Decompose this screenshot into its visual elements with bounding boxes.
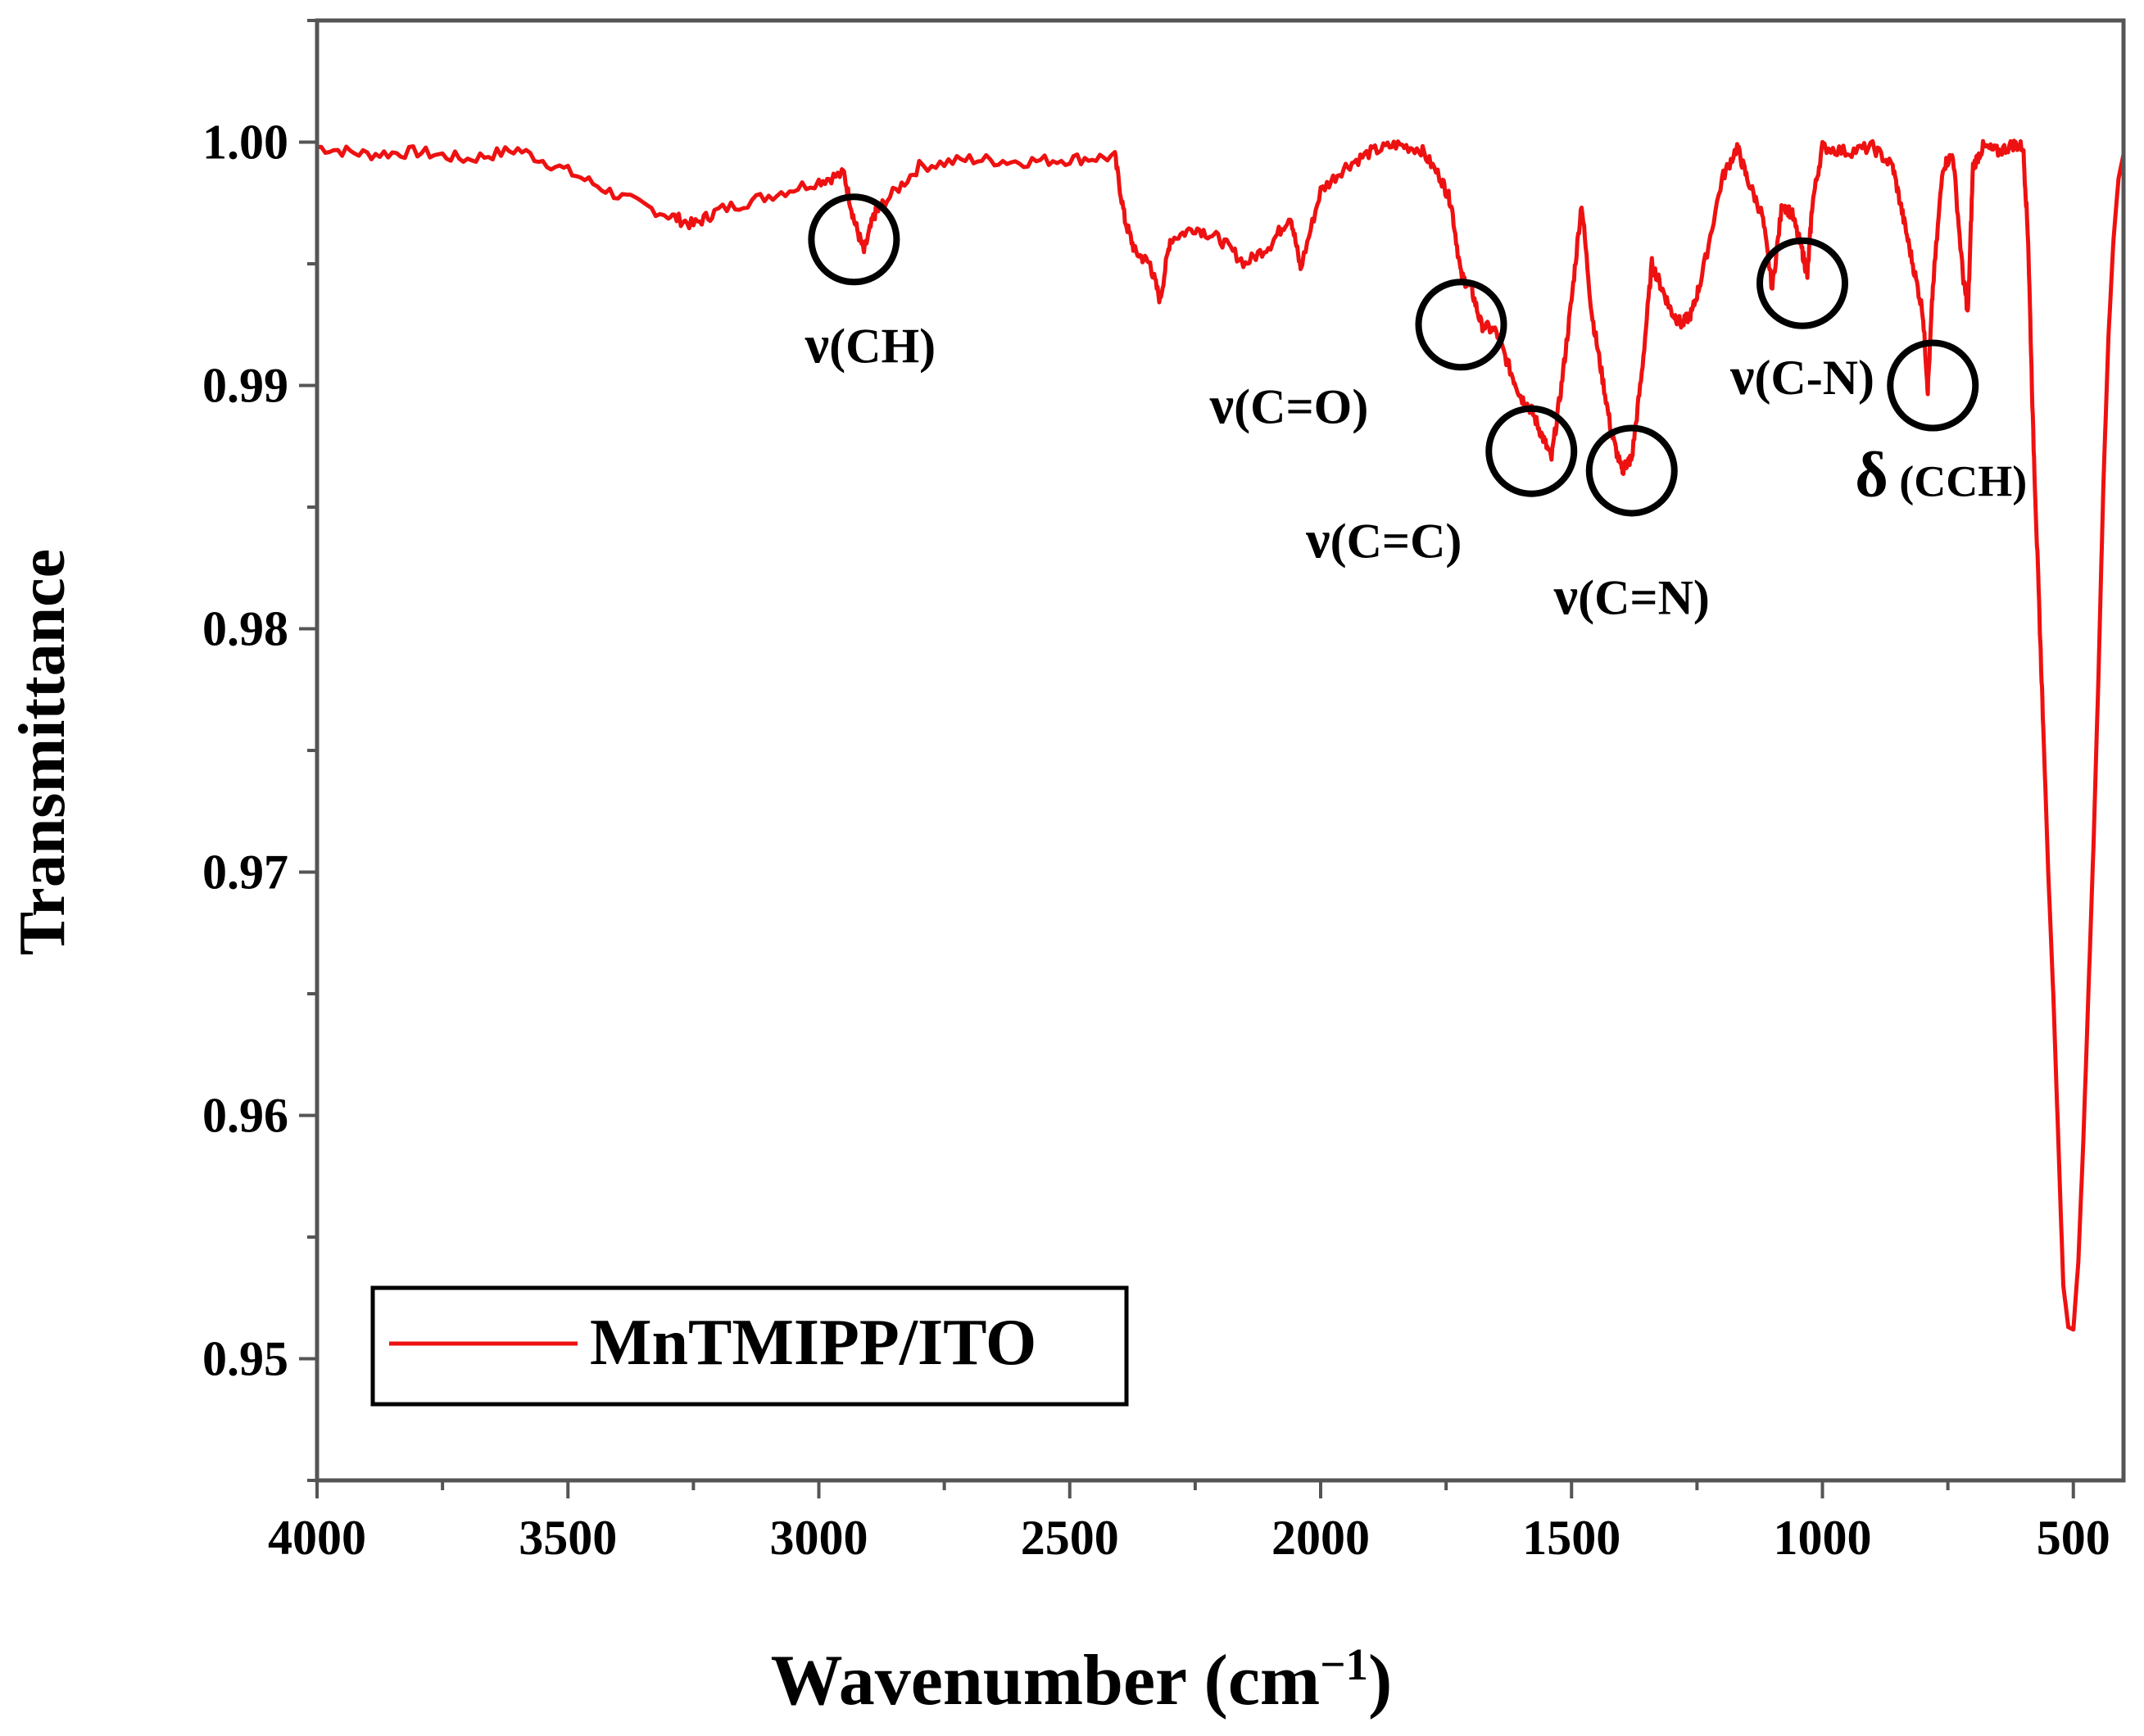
peak-circle [1485, 405, 1578, 497]
peak-label-text: (C=N) [1578, 570, 1710, 624]
y-axis-title: Transmittance [7, 549, 79, 955]
peak-label-symbol: ν [805, 315, 830, 374]
peak-label-dcch: δ (CCH) [1855, 439, 2027, 510]
peak-label-symbol: ν [1209, 375, 1235, 435]
y-tick-label: 0.99 [202, 359, 288, 413]
peak-label-vch: ν(CH) [805, 315, 936, 374]
peak-label-symbol: ν [1553, 566, 1579, 626]
peak-circle [1585, 424, 1678, 517]
peak-label-vcn2: ν(C-N) [1729, 347, 1874, 406]
peak-label-text: (C=C) [1330, 514, 1462, 569]
peak-label-text: (C=O) [1234, 379, 1368, 433]
x-tick-label: 500 [2037, 1511, 2110, 1565]
x-axis-ticks: 4000 3500 3000 2500 2000 1500 1000 500 [268, 1480, 2110, 1565]
y-tick-label: 0.97 [202, 845, 288, 900]
legend: MnTMIPP/ITO [370, 1285, 1129, 1407]
x-axis-title: Wavenumber (cm−1) [771, 1639, 1393, 1721]
peak-circle [1415, 279, 1507, 371]
legend-box [370, 1285, 1129, 1407]
legend-label: MnTMIPP/ITO [590, 1307, 1036, 1379]
x-tick-label: 3000 [770, 1511, 868, 1565]
y-tick-label: 0.95 [202, 1332, 288, 1386]
x-axis-title-close: ) [1368, 1641, 1392, 1720]
x-tick-label: 3500 [519, 1511, 617, 1565]
peak-label-text: (CCH) [1888, 457, 2027, 506]
peak-label-vcn: ν(C=N) [1553, 566, 1710, 626]
peak-label-vcc: ν(C=C) [1305, 510, 1462, 570]
x-tick-label: 4000 [268, 1511, 366, 1565]
y-axis-ticks: 1.00 0.99 0.98 0.97 0.96 0.95 [202, 19, 317, 1482]
y-tick-label: 1.00 [202, 116, 288, 170]
peak-label-text: (C-N) [1754, 351, 1874, 405]
y-tick-label: 0.98 [202, 602, 288, 656]
peak-circle [1887, 339, 1979, 432]
x-tick-label: 1000 [1774, 1511, 1872, 1565]
x-tick-label: 2000 [1271, 1511, 1370, 1565]
x-axis-title-main: Wavenumber (cm [771, 1641, 1321, 1720]
y-tick-label: 0.96 [202, 1089, 288, 1143]
peak-label-symbol: ν [1729, 347, 1755, 406]
peak-circle [808, 193, 900, 286]
x-axis-title-sup: −1 [1320, 1639, 1368, 1689]
peak-label-vco: ν(C=O) [1209, 375, 1369, 435]
plot-frame [315, 18, 2126, 1483]
peak-annotations: ν(CH)ν(C=O)ν(C=C)ν(C=N)ν(C-N)δ (CCH) [805, 193, 2027, 626]
peak-label-symbol: ν [1305, 510, 1330, 570]
x-tick-label: 1500 [1522, 1511, 1620, 1565]
peak-circle [1756, 237, 1848, 329]
series-line-mntmipp-ito [316, 138, 2126, 1332]
peak-label-symbol: δ [1855, 439, 1888, 510]
peak-label-text: (CH) [829, 319, 936, 373]
x-tick-label: 2500 [1021, 1511, 1119, 1565]
